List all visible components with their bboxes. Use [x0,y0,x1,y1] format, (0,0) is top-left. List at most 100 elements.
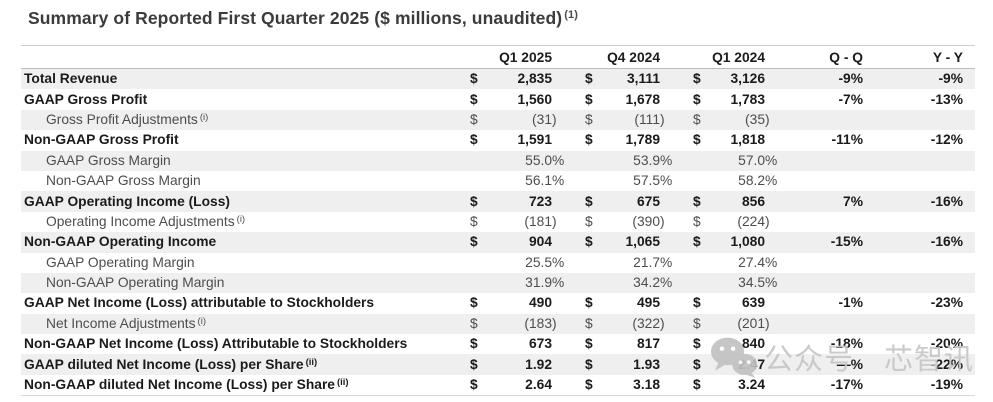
value-number: 25.5 [525,254,552,270]
value-q-q [783,313,875,335]
value-y-y: -16% [875,232,975,253]
value-suffix: ) [552,111,557,127]
value-number: 1,560 [517,91,552,107]
value-number: (181 [524,213,552,229]
value-number: 840 [741,336,765,352]
value-number: 34.2 [633,275,660,291]
value-q1-2025: 2,835 [485,68,570,90]
value-number: (322 [632,315,660,331]
dollar-sign [678,171,708,191]
row-label: GAAP Operating Margin [46,254,195,270]
value-q4-2024: 3.18 [600,375,678,396]
value-number: 675 [636,193,660,209]
table-row: GAAP Gross Profit $1,560 $1,678 $1,783 -7% -1… [21,89,975,109]
value-q1-2024: 840 [708,334,783,354]
value-number: 3.24 [738,377,765,393]
value-number: 57.5 [633,173,660,189]
value-number: (224 [737,213,765,229]
dollar-sign: $ [455,354,485,375]
row-label: Non-GAAP Operating Margin [21,272,455,294]
value-number: 3.18 [633,377,660,393]
table-row: Gross Profit Adjustments (i) $ (31) $ (111) $(… [21,109,975,131]
value-y-y [875,253,975,273]
value-q-q: -7% [838,91,863,107]
dollar-sign [570,171,600,191]
dollar-sign: $ [693,213,701,229]
value-y-y: -12% [930,132,963,148]
value-q4-2024: (390) [600,212,678,232]
dollar-sign: $ [678,354,708,375]
dollar-sign [678,272,708,294]
row-label: GAAP Operating Income (Loss) [21,191,455,212]
value-q1-2025: 1,591 [485,130,570,150]
value-number: 1,678 [625,91,660,107]
value-q-q [783,272,875,294]
header-label-spacer [21,45,455,69]
value-q4-2024: 817 [600,334,678,354]
row-label: GAAP diluted Net Income (Loss) per Share… [21,354,455,375]
value-number: 2.47 [738,356,765,372]
value-number: 723 [528,193,552,209]
dollar-sign [678,150,708,171]
value-suffix: ) [765,111,770,127]
value-q1-2024: (35) [708,109,783,131]
dollar-sign: $ [455,191,485,212]
value-q1-2025: (31) [485,109,570,131]
row-label: Operating Income Adjustments (i) [46,213,246,229]
value-y-y: -19% [930,377,963,393]
value-suffix: ) [660,315,665,331]
value-number: 1.93 [633,356,660,372]
value-q-q: 7% [783,191,875,212]
row-label: Non-GAAP Gross Margin [46,173,201,189]
row-label: Non-GAAP diluted Net Income (Loss) per S… [24,377,349,393]
dollar-sign: $ [470,213,478,229]
value-suffix: ) [552,315,557,331]
value-q4-2024: 57.5% [600,171,678,191]
row-label: Net Income Adjustments (i) [21,313,455,335]
value-y-y [875,272,975,294]
value-q1-2024: 1,818 [708,130,783,150]
value-q4-2024: (111) [600,109,678,131]
dollar-sign: $ [570,354,600,375]
value-suffix: % [660,275,673,291]
value-q4-2024: 675 [600,191,678,212]
row-label: Non-GAAP Operating Income [21,232,455,253]
footnote-marker: (i) [199,111,209,123]
value-q1-2024: 58.2% [708,171,783,191]
header-dollar-spacer [455,45,485,69]
dollar-sign: $ [693,91,701,107]
value-suffix: % [765,173,778,189]
value-q4-2024: 1,789 [600,130,678,150]
table-row: Non-GAAP Operating Margin 31.9% 34.2% 34.5% [21,272,975,294]
value-q1-2025: 1.92 [485,354,570,375]
value-number: 490 [528,295,552,311]
value-q4-2024: 53.9% [600,150,678,171]
table-row: Non-GAAP Gross Margin 56.1% 57.5% 58.2% [21,171,975,191]
value-suffix: % [552,275,565,291]
value-y-y: -23% [930,295,963,311]
header-q1-2025: Q1 2025 [485,45,570,69]
value-q4-2024: 1,065 [600,232,678,253]
value-q4-2024: (322) [600,313,678,335]
value-y-y [875,109,975,131]
dollar-sign: $ [455,68,485,90]
value-number: 495 [636,295,660,311]
dollar-sign: $ [678,68,708,90]
value-suffix: % [552,254,565,270]
table-row: GAAP Operating Income (Loss) $723 $675 $856… [21,191,975,212]
header-q-q: Q - Q [783,45,875,69]
dollar-sign: $ [570,68,600,90]
value-q1-2024: 3.24 [708,375,783,396]
value-number: (390 [632,213,660,229]
dollar-sign [570,253,600,273]
header-dollar-spacer [678,45,708,69]
dollar-sign [455,171,485,191]
page-title: Summary of Reported First Quarter 2025 (… [28,8,578,29]
value-q1-2025: (181) [485,212,570,232]
value-q1-2025: 25.5% [485,253,570,273]
value-number: 27.4 [738,254,765,270]
row-label: GAAP Gross Profit [24,91,148,107]
table-row: GAAP Gross Margin 55.0% 53.9% 57.0% [21,150,975,171]
dollar-sign: $ [693,295,701,311]
dollar-sign: $ [585,132,593,148]
